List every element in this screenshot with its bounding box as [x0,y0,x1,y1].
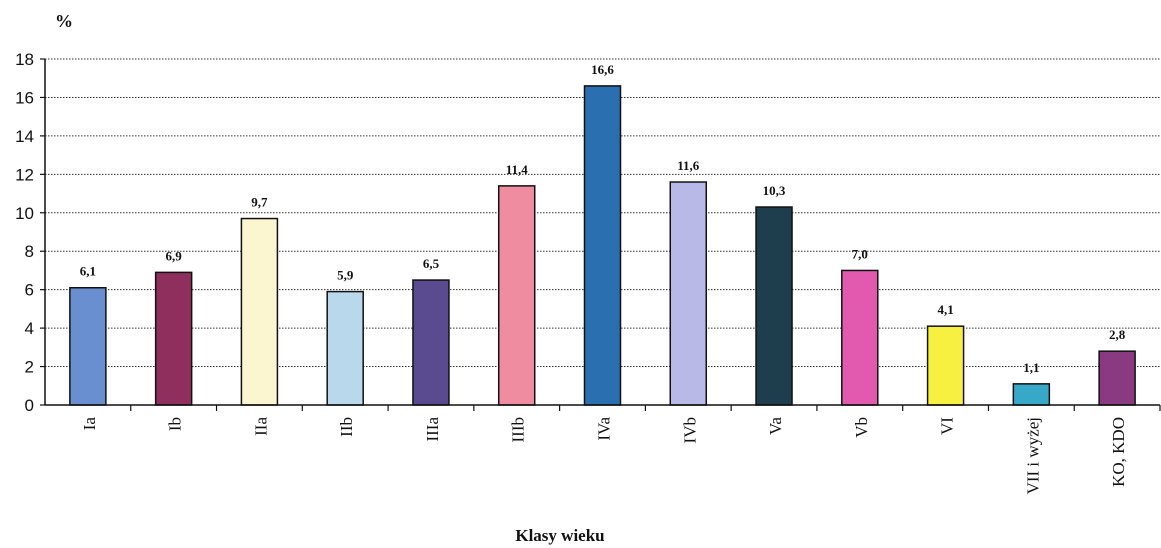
data-label: 11,6 [677,158,700,173]
x-tick-label: IVa [595,417,614,441]
y-tick-label: 0 [25,396,34,415]
bars [69,85,1136,406]
bar [240,217,279,406]
y-tick-label: 2 [25,358,34,377]
bar [1098,350,1136,406]
bar [497,185,536,406]
y-tick-label: 12 [15,165,34,184]
data-label: 2,8 [1109,327,1126,342]
y-tick-label: 14 [15,127,34,146]
labels: 0 2 4 6 8 10 12 14 16 18 6,1 Ia 6,9 Ib 9,7 IIa 5,9 IIb 6,5… [15,50,1128,494]
data-label: 11,4 [506,162,529,177]
y-tick-label: 16 [15,88,34,107]
bar [583,85,622,406]
axes [40,58,1161,411]
bar [669,181,708,406]
x-tick-label: Va [766,417,785,435]
bar [1012,383,1051,406]
x-tick-label: IVb [680,417,699,443]
data-label: 6,9 [166,248,183,263]
x-tick-label: IIa [251,417,270,436]
x-axis-title: Klasy wieku [515,526,604,545]
data-label: 1,1 [1023,360,1039,375]
y-tick-label: 10 [15,204,34,223]
y-tick-label: 6 [25,281,34,300]
x-tick-label: KO, KDO [1109,417,1128,487]
bar [841,269,879,406]
x-tick-label: IIIb [509,417,528,442]
bar [154,271,193,406]
bar [69,286,107,406]
bar [926,325,965,406]
data-label: 16,6 [591,62,614,77]
y-tick-label: 8 [25,242,34,261]
data-label: 6,5 [423,256,440,271]
x-tick-label: VII i wyżej [1023,417,1042,494]
bar [326,290,364,406]
x-tick-label: Vb [852,417,871,438]
bar [412,279,450,406]
data-label: 9,7 [251,195,268,210]
data-label: 7,0 [852,246,868,261]
y-tick-label: 4 [25,319,34,338]
y-axis-title: % [55,11,73,31]
bar [755,206,793,406]
x-tick-label: IIIa [423,417,442,442]
x-tick-label: VI [938,417,957,435]
data-label: 5,9 [337,268,354,283]
x-tick-label: Ib [166,417,185,431]
data-label: 4,1 [937,302,953,317]
x-tick-label: IIb [337,417,356,437]
x-tick-label: Ia [80,417,99,431]
data-label: 6,1 [80,264,96,279]
data-label: 10,3 [763,183,786,198]
y-tick-label: 18 [15,50,34,69]
